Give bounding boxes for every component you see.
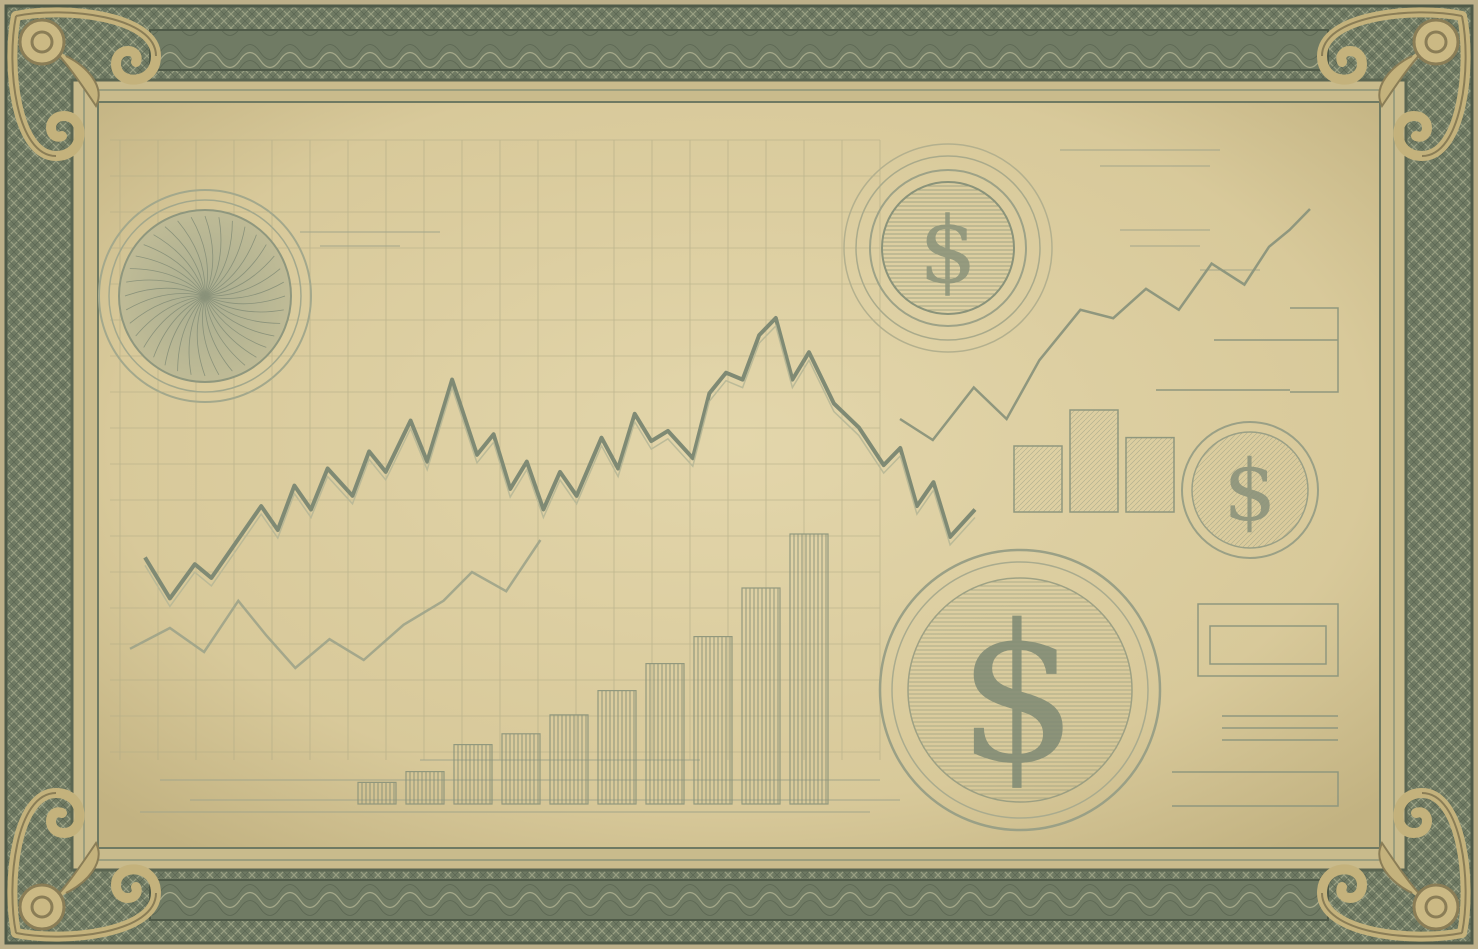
bar-mark (501, 733, 541, 805)
svg-text:$: $ (958, 584, 1079, 805)
ornamental-scroll-icon (1316, 7, 1471, 162)
bar-mark (453, 743, 493, 805)
svg-text:$: $ (1223, 442, 1276, 540)
bar-mark (789, 533, 829, 805)
bar-mark (405, 770, 445, 805)
bar-mark (597, 689, 637, 805)
primary-trend-line-shadow (144, 324, 976, 608)
engraved-panels (1156, 307, 1339, 807)
right-trend-line (899, 208, 1311, 442)
dollar-coin-icon: $ (878, 548, 1162, 832)
bar-mark (357, 781, 397, 805)
dollar-coin-icon: $ (1181, 421, 1319, 559)
secondary-trend-line (129, 539, 542, 670)
ornamental-scroll-icon (1316, 787, 1471, 942)
corner-ornaments (7, 7, 1471, 942)
bar-mark (549, 714, 589, 805)
bar-mark (645, 662, 685, 805)
ornamental-scroll-icon (7, 787, 162, 942)
engraved-bar-series (357, 533, 829, 805)
bar-mark (1125, 436, 1175, 513)
engraved-bar-series-right (1013, 409, 1175, 513)
bar-mark (741, 587, 781, 805)
primary-trend-line (143, 316, 977, 601)
bar-mark (1069, 409, 1119, 513)
rosette-medallion-icon (98, 189, 312, 403)
bar-mark (693, 635, 733, 805)
svg-text:$: $ (919, 197, 978, 304)
bar-mark (1013, 445, 1063, 513)
dollar-coin-icon: $ (843, 143, 1053, 353)
ornamental-scroll-icon (7, 7, 162, 162)
